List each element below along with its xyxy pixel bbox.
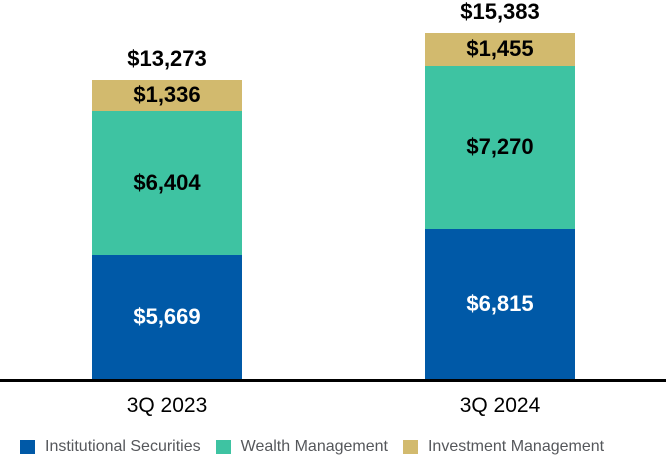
legend-swatch-wealth-management bbox=[215, 440, 231, 454]
segment-value-label: $6,404 bbox=[133, 169, 201, 195]
segment-value-label: $1,336 bbox=[133, 82, 201, 108]
bar-segment-investment-management: $1,455 bbox=[425, 33, 575, 66]
legend: Institutional Securities Wealth Manageme… bbox=[20, 437, 604, 457]
segment-value-label: $1,455 bbox=[466, 36, 534, 62]
legend-item-wealth-management: Wealth Management bbox=[215, 437, 388, 457]
x-axis-line bbox=[0, 379, 666, 382]
stacked-bar: $1,336 $6,404 $5,669 bbox=[92, 80, 242, 379]
total-label: $13,273 bbox=[127, 46, 207, 72]
legend-item-investment-management: Investment Management bbox=[402, 437, 605, 457]
legend-swatch-institutional-securities bbox=[20, 440, 35, 454]
legend-label: Investment Management bbox=[427, 438, 605, 455]
segment-value-label: $5,669 bbox=[133, 303, 201, 329]
segment-value-label: $7,270 bbox=[466, 134, 534, 160]
total-label: $15,383 bbox=[460, 0, 540, 24]
legend-swatch-investment-management bbox=[402, 440, 418, 454]
stacked-bar: $1,455 $7,270 $6,815 bbox=[425, 33, 575, 379]
bar-segment-institutional-securities: $5,669 bbox=[92, 254, 242, 379]
segment-value-label: $6,815 bbox=[466, 291, 534, 317]
x-axis-label-3q-2024: 3Q 2024 bbox=[459, 394, 541, 417]
x-axis-label-3q-2023: 3Q 2023 bbox=[126, 394, 208, 417]
bar-segment-wealth-management: $6,404 bbox=[92, 110, 242, 255]
legend-item-institutional-securities: Institutional Securities bbox=[20, 437, 201, 457]
legend-label: Institutional Securities bbox=[45, 438, 201, 455]
legend-label: Wealth Management bbox=[240, 438, 388, 455]
bar-segment-wealth-management: $7,270 bbox=[425, 65, 575, 230]
bar-segment-institutional-securities: $6,815 bbox=[425, 229, 575, 379]
bar-segment-investment-management: $1,336 bbox=[92, 80, 242, 111]
